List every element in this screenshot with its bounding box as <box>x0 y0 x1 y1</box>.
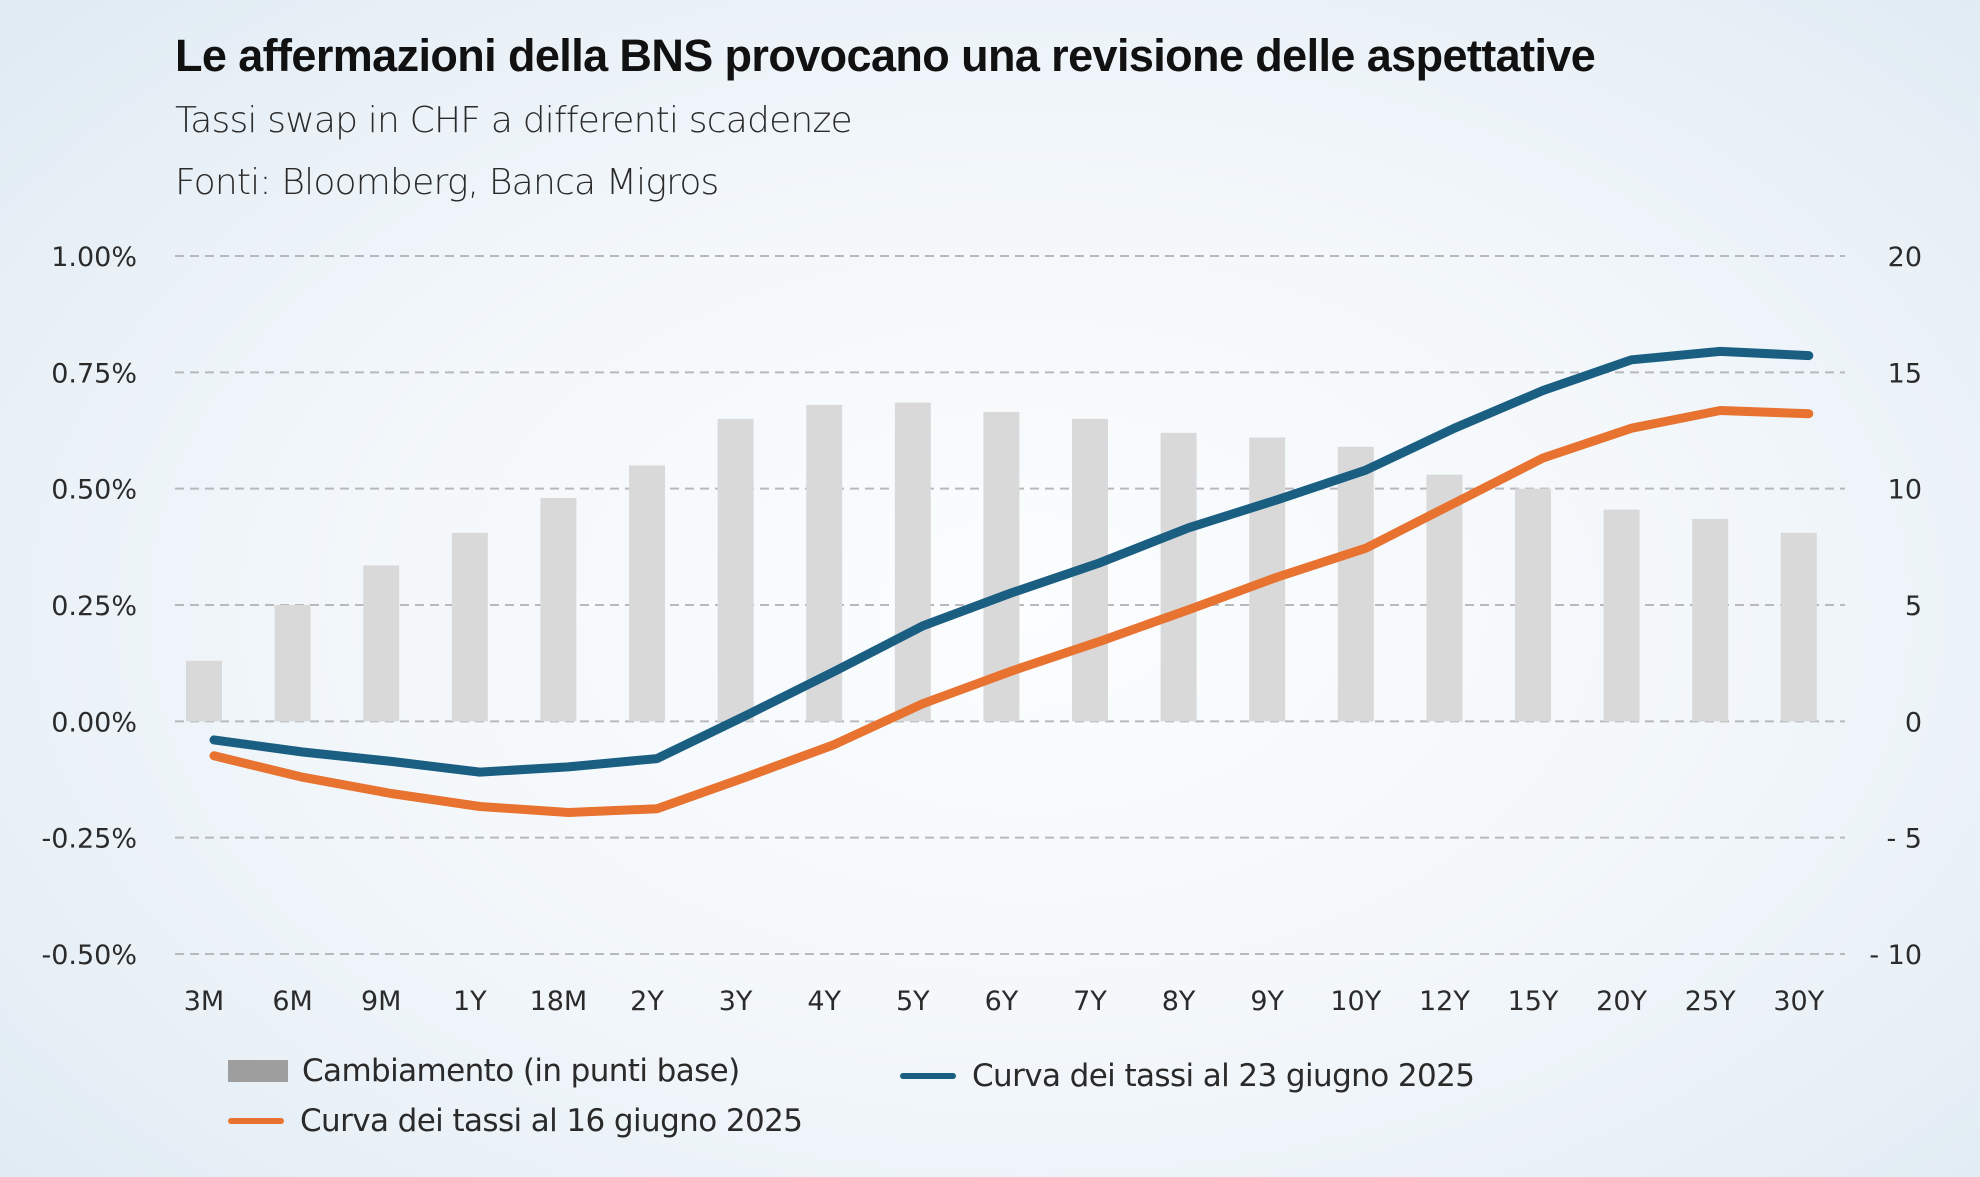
bar-10Y <box>1337 446 1374 722</box>
right-tick-label: - 10 <box>1869 940 1922 971</box>
bar-1Y <box>451 532 488 722</box>
bar-15Y <box>1515 488 1551 722</box>
left-tick-label: -0.50% <box>41 940 137 971</box>
bar-20Y <box>1603 509 1640 722</box>
x-tick-label: 5Y <box>896 986 930 1017</box>
bar-5Y <box>894 402 931 722</box>
legend-label-16-june: Curva dei tassi al 16 giugno 2025 <box>300 1103 803 1139</box>
legend-orange-line-icon <box>228 1118 284 1124</box>
right-tick-label: 0 <box>1905 707 1922 738</box>
right-tick-label: 20 <box>1888 242 1922 273</box>
bar-9M <box>363 565 400 722</box>
right-tick-label: 15 <box>1888 358 1922 389</box>
x-tick-label: 25Y <box>1685 986 1736 1017</box>
bar-3Y <box>717 418 754 722</box>
chart-subtitle: Tassi swap in CHF a differenti scadenze <box>175 100 853 141</box>
bar-2Y <box>629 465 665 722</box>
right-tick-label: 5 <box>1905 591 1922 622</box>
legend-blue-line-icon <box>900 1073 956 1079</box>
x-tick-label: 3Y <box>719 986 753 1017</box>
legend-bar-swatch-icon <box>228 1060 288 1082</box>
x-tick-label: 2Y <box>630 986 664 1017</box>
bar-30Y <box>1780 532 1817 722</box>
legend-item-16-june[interactable]: Curva dei tassi al 16 giugno 2025 <box>228 1103 803 1139</box>
x-tick-label: 8Y <box>1162 986 1196 1017</box>
left-tick-label: 0.50% <box>51 475 137 506</box>
x-tick-label: 7Y <box>1073 986 1107 1017</box>
x-tick-label: 6Y <box>985 986 1019 1017</box>
x-tick-label: 20Y <box>1596 986 1647 1017</box>
bar-series <box>186 402 1817 722</box>
x-tick-label: 6M <box>272 986 312 1017</box>
x-tick-label: 15Y <box>1508 986 1559 1017</box>
chart-title: Le affermazioni della BNS provocano una … <box>175 30 1596 81</box>
bar-25Y <box>1692 518 1729 722</box>
legend-label-bars: Cambiamento (in punti base) <box>302 1053 740 1089</box>
left-axis: 1.00% 0.75% 0.50% 0.25% 0.00% -0.25% -0.50% <box>41 242 137 971</box>
left-tick-label: 0.00% <box>51 707 137 738</box>
left-tick-label: 1.00% <box>51 242 137 273</box>
right-tick-label: - 5 <box>1886 824 1922 855</box>
legend-item-23-june[interactable]: Curva dei tassi al 23 giugno 2025 <box>900 1058 1475 1094</box>
x-tick-label: 3M <box>184 986 224 1017</box>
left-tick-label: 0.75% <box>51 358 137 389</box>
x-tick-label: 9M <box>361 986 401 1017</box>
x-tick-label: 9Y <box>1250 986 1284 1017</box>
x-tick-label: 12Y <box>1419 986 1470 1017</box>
legend-item-bars[interactable]: Cambiamento (in punti base) <box>228 1053 740 1089</box>
right-axis: 20 15 10 5 0 - 5 - 10 <box>1869 242 1922 971</box>
bar-8Y <box>1160 432 1197 722</box>
x-tick-label: 30Y <box>1773 986 1824 1017</box>
x-axis: 3M 6M 9M 1Y 18M 2Y 3Y 4Y 5Y 6Y 7Y 8Y 9Y 10Y 12Y 15Y 20Y 2… <box>184 986 1825 1017</box>
x-tick-label: 4Y <box>807 986 841 1017</box>
x-tick-label: 18M <box>530 986 588 1017</box>
line-series <box>209 346 1814 817</box>
chart-source: Fonti: Bloomberg, Banca Migros <box>175 162 719 203</box>
left-tick-label: 0.25% <box>51 591 137 622</box>
x-tick-label: 1Y <box>453 986 487 1017</box>
right-tick-label: 10 <box>1888 475 1922 506</box>
legend-label-23-june: Curva dei tassi al 23 giugno 2025 <box>972 1058 1475 1094</box>
bar-3M <box>186 660 222 722</box>
x-tick-label: 10Y <box>1330 986 1381 1017</box>
bar-6M <box>274 605 311 722</box>
bar-18M <box>540 497 577 722</box>
left-tick-label: -0.25% <box>41 824 137 855</box>
